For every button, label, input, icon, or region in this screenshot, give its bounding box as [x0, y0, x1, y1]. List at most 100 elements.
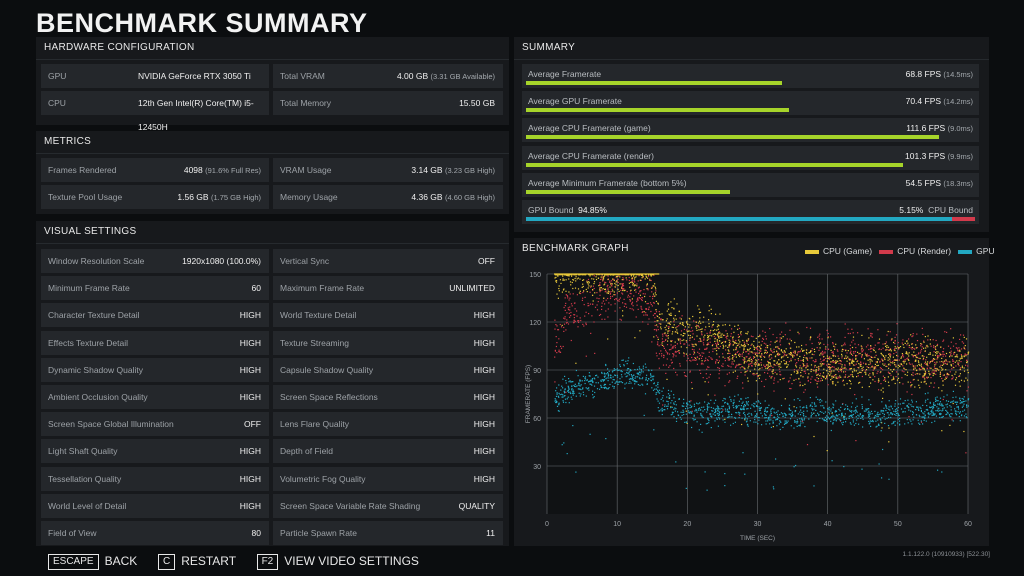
data-point	[758, 363, 760, 365]
setting-character-texture-detail[interactable]: Character Texture Detail HIGH	[41, 303, 269, 328]
data-point	[828, 366, 830, 368]
data-point	[575, 274, 577, 276]
data-point	[881, 477, 883, 479]
setting-value: OFF	[244, 419, 261, 430]
setting-lens-flare-quality[interactable]: Lens Flare Quality HIGH	[273, 412, 503, 437]
data-point	[824, 348, 827, 350]
data-point	[742, 452, 744, 454]
setting-volumetric-fog-quality[interactable]: Volumetric Fog Quality HIGH	[273, 466, 503, 491]
setting-vertical-sync[interactable]: Vertical Sync OFF	[273, 249, 503, 273]
data-point	[593, 377, 595, 379]
data-point	[869, 422, 871, 424]
data-point	[596, 292, 598, 294]
data-point	[840, 406, 842, 408]
data-point	[572, 390, 574, 392]
data-point	[645, 308, 647, 310]
setting-tessellation-quality[interactable]: Tessellation Quality HIGH	[41, 466, 269, 491]
view-video-settings-button[interactable]: F2 VIEW VIDEO SETTINGS	[256, 554, 419, 570]
data-point	[912, 355, 914, 357]
data-point	[823, 375, 825, 377]
visual-settings-panel: VISUAL SETTINGS	[36, 221, 509, 546]
data-point	[555, 281, 558, 283]
setting-maximum-frame-rate[interactable]: Maximum Frame Rate UNLIMITED	[273, 276, 503, 301]
data-point	[803, 419, 805, 421]
data-point	[731, 363, 733, 365]
data-point	[706, 411, 708, 413]
data-point	[813, 408, 815, 410]
data-point	[589, 383, 591, 385]
data-point	[776, 346, 778, 348]
data-point	[833, 419, 835, 421]
data-point	[554, 328, 556, 330]
data-point	[782, 413, 784, 415]
data-point	[686, 402, 688, 404]
data-point	[936, 353, 938, 355]
setting-label: Volumetric Fog Quality	[280, 473, 366, 484]
data-point	[903, 371, 905, 373]
setting-minimum-frame-rate[interactable]: Minimum Frame Rate 60	[41, 276, 269, 301]
setting-texture-streaming[interactable]: Texture Streaming HIGH	[273, 330, 503, 355]
data-point	[947, 374, 949, 376]
data-point	[630, 274, 632, 276]
data-point	[800, 359, 802, 362]
data-point	[796, 419, 798, 421]
setting-screen-space-global-illumination[interactable]: Screen Space Global Illumination OFF	[41, 412, 269, 437]
data-point	[779, 344, 782, 346]
setting-world-texture-detail[interactable]: World Texture Detail HIGH	[273, 303, 503, 328]
setting-window-resolution-scale[interactable]: Window Resolution Scale 1920x1080 (100.0%…	[41, 249, 269, 273]
setting-field-of-view[interactable]: Field of View 80	[41, 521, 269, 545]
data-point	[595, 278, 598, 281]
setting-effects-texture-detail[interactable]: Effects Texture Detail HIGH	[41, 330, 269, 355]
data-point	[621, 274, 623, 276]
data-point	[718, 335, 720, 337]
data-point	[609, 293, 611, 295]
data-point	[716, 405, 718, 407]
data-point	[931, 411, 933, 413]
data-point	[786, 354, 788, 356]
data-point	[924, 373, 926, 375]
data-point	[848, 379, 851, 382]
data-point	[720, 342, 723, 344]
data-point	[955, 411, 957, 413]
data-point	[870, 356, 873, 358]
data-point	[623, 278, 625, 280]
data-point	[701, 331, 703, 333]
data-point	[798, 333, 800, 335]
data-point	[877, 329, 879, 331]
data-point	[694, 357, 696, 359]
data-point	[826, 375, 829, 377]
data-point	[933, 346, 935, 348]
data-point	[851, 341, 853, 343]
data-point	[850, 362, 853, 364]
setting-depth-of-field[interactable]: Depth of Field HIGH	[273, 439, 503, 464]
data-point	[596, 274, 598, 276]
data-point	[563, 392, 566, 394]
data-point	[815, 396, 817, 398]
setting-world-level-of-detail[interactable]: World Level of Detail HIGH	[41, 493, 269, 518]
setting-dynamic-shadow-quality[interactable]: Dynamic Shadow Quality HIGH	[41, 357, 269, 382]
data-point	[674, 401, 676, 403]
data-point	[606, 274, 608, 276]
data-point	[865, 362, 867, 365]
data-point	[722, 353, 724, 355]
back-button[interactable]: ESCAPE BACK	[48, 554, 137, 570]
summary-label: Average CPU Framerate (game)	[528, 123, 651, 134]
setting-ambient-occlusion-quality[interactable]: Ambient Occlusion Quality HIGH	[41, 385, 269, 409]
data-point	[868, 415, 871, 417]
data-point	[937, 357, 939, 359]
data-point	[636, 372, 638, 374]
data-point	[618, 298, 620, 300]
data-point	[642, 293, 644, 295]
data-point	[928, 412, 930, 415]
setting-screen-space-reflections[interactable]: Screen Space Reflections HIGH	[273, 385, 503, 409]
data-point	[688, 412, 690, 414]
restart-button[interactable]: C RESTART	[157, 554, 236, 570]
setting-light-shaft-quality[interactable]: Light Shaft Quality HIGH	[41, 439, 269, 464]
data-point	[708, 422, 710, 424]
data-point	[600, 290, 602, 292]
setting-particle-spawn-rate[interactable]: Particle Spawn Rate 11	[273, 521, 503, 545]
setting-screen-space-variable-rate-shading[interactable]: Screen Space Variable Rate Shading QUALIT…	[273, 493, 503, 518]
setting-capsule-shadow-quality[interactable]: Capsule Shadow Quality HIGH	[273, 357, 503, 382]
data-point	[676, 326, 678, 328]
data-point	[690, 406, 692, 408]
